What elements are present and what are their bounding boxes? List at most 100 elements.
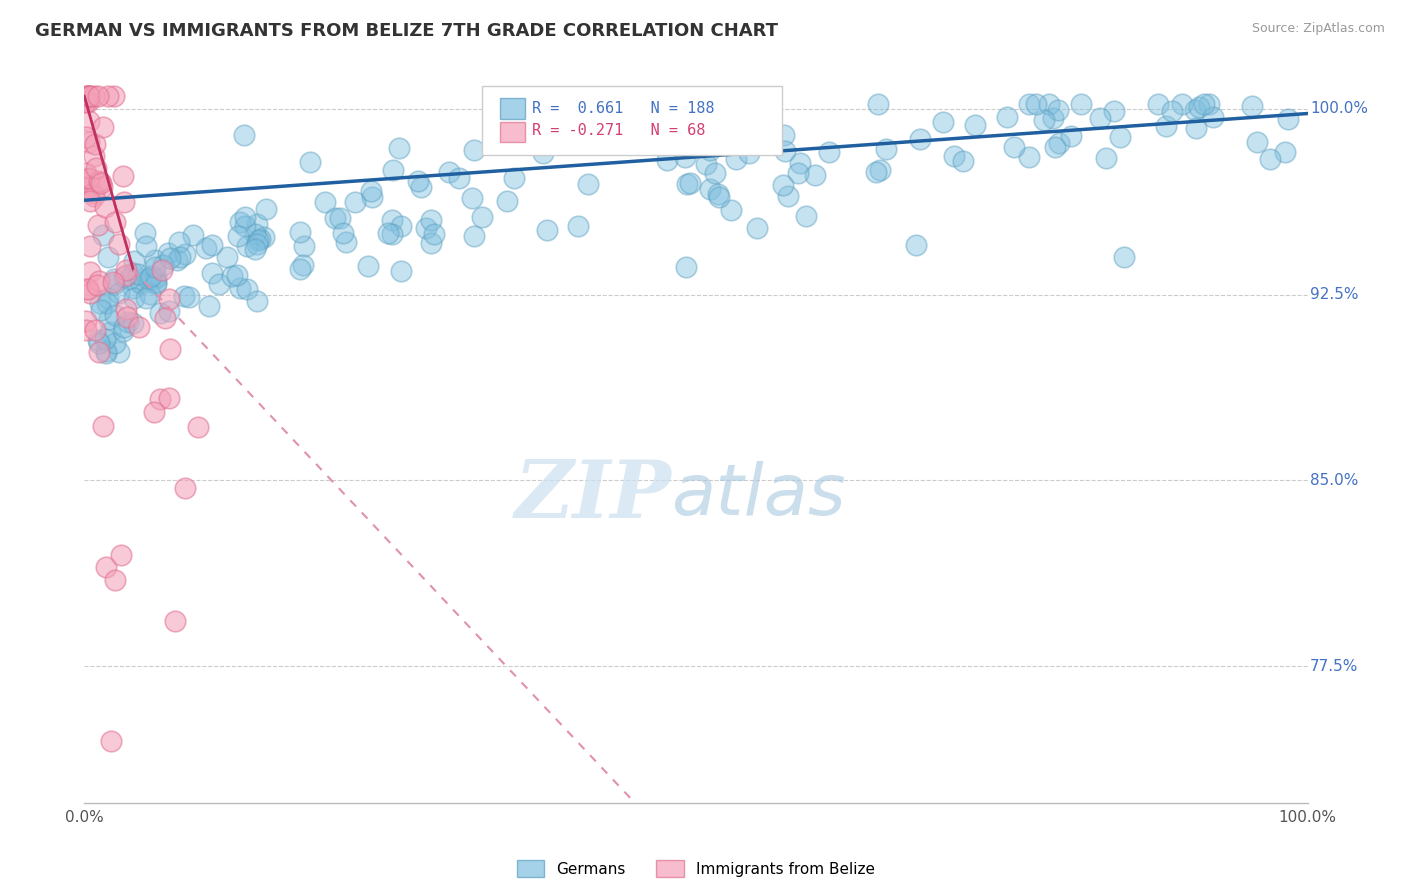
Point — [101, 275, 124, 289]
Point — [965, 118, 987, 132]
Point — [143, 252, 166, 267]
Point — [360, 184, 382, 198]
Point — [157, 292, 180, 306]
Point — [905, 238, 928, 252]
Point — [357, 259, 380, 273]
Point — [169, 251, 191, 265]
Point — [221, 269, 243, 284]
Point — [87, 345, 110, 359]
Point — [773, 128, 796, 142]
Point — [98, 326, 121, 340]
Point — [243, 243, 266, 257]
Text: 85.0%: 85.0% — [1310, 473, 1358, 488]
Point — [201, 237, 224, 252]
Point — [77, 89, 100, 103]
Point — [149, 392, 172, 407]
Point — [201, 266, 224, 280]
Point — [1046, 103, 1069, 118]
Point — [150, 263, 173, 277]
Point — [699, 143, 721, 157]
Point — [89, 174, 111, 188]
Point — [471, 210, 494, 224]
Point — [679, 176, 702, 190]
Point — [1192, 96, 1215, 111]
Point — [495, 194, 517, 208]
Point — [942, 149, 965, 163]
Point — [135, 291, 157, 305]
Point — [77, 170, 100, 185]
Point — [246, 236, 269, 251]
Point — [127, 268, 149, 282]
Point — [83, 188, 105, 202]
Point — [1160, 103, 1182, 118]
Point — [76, 89, 98, 103]
Point — [128, 319, 150, 334]
Point — [707, 190, 730, 204]
Text: atlas: atlas — [672, 461, 846, 530]
Point — [97, 292, 120, 306]
Point — [136, 272, 159, 286]
Point — [1147, 96, 1170, 111]
Point — [463, 143, 485, 157]
Point — [139, 268, 162, 283]
Point — [229, 215, 252, 229]
Point — [157, 391, 180, 405]
Point — [86, 278, 108, 293]
Point — [1202, 110, 1225, 124]
Point — [246, 293, 269, 308]
Point — [343, 194, 366, 209]
Point — [79, 194, 101, 209]
Point — [143, 272, 166, 286]
Point — [247, 233, 270, 247]
Point — [129, 275, 152, 289]
Point — [1277, 112, 1299, 127]
Point — [89, 175, 111, 189]
FancyBboxPatch shape — [482, 86, 782, 155]
Point — [1025, 96, 1047, 111]
Point — [159, 304, 181, 318]
Point — [576, 177, 599, 191]
Point — [1032, 113, 1054, 128]
Point — [167, 235, 190, 249]
Point — [112, 169, 135, 183]
Point — [89, 295, 111, 310]
Point — [1018, 96, 1040, 111]
Point — [122, 266, 145, 280]
Point — [1038, 96, 1060, 111]
Point — [408, 173, 430, 187]
Point — [249, 232, 271, 246]
Point — [110, 548, 132, 562]
Point — [789, 156, 811, 170]
Point — [104, 215, 127, 229]
Point — [995, 110, 1018, 124]
Text: 100.0%: 100.0% — [1310, 101, 1368, 116]
Point — [97, 312, 120, 326]
Point — [725, 152, 748, 166]
Point — [503, 171, 526, 186]
Point — [419, 235, 441, 250]
Point — [236, 239, 259, 253]
Point — [90, 302, 112, 317]
Point — [89, 336, 111, 351]
Point — [388, 141, 411, 155]
Point — [1246, 135, 1268, 149]
Point — [104, 308, 127, 322]
Point — [83, 149, 105, 163]
Point — [411, 180, 433, 194]
Point — [94, 346, 117, 360]
Point — [485, 125, 508, 139]
Point — [738, 145, 761, 160]
Point — [1258, 153, 1281, 167]
Point — [108, 345, 131, 359]
Point — [87, 89, 110, 103]
Point — [134, 226, 156, 240]
Point — [747, 220, 769, 235]
Point — [96, 560, 118, 574]
Point — [695, 157, 717, 171]
Point — [699, 181, 721, 195]
Point — [460, 191, 482, 205]
Text: R = -0.271   N = 68: R = -0.271 N = 68 — [531, 122, 706, 137]
Point — [75, 130, 97, 145]
Point — [76, 175, 98, 189]
Text: Source: ZipAtlas.com: Source: ZipAtlas.com — [1251, 22, 1385, 36]
